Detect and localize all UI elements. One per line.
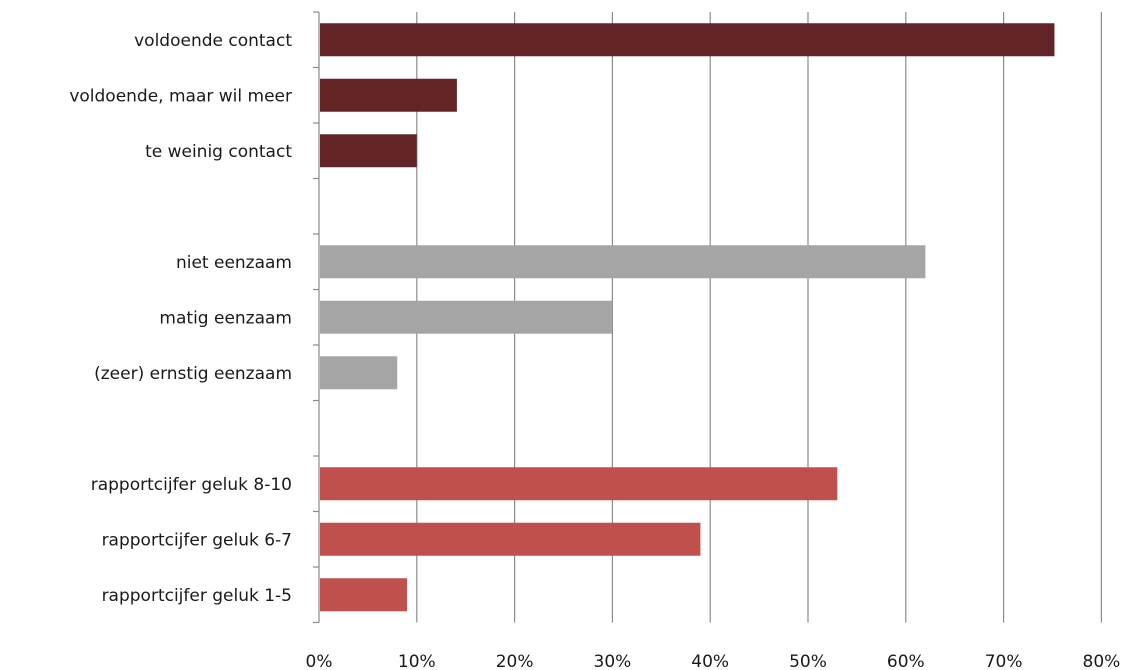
category-label: niet eenzaam bbox=[176, 253, 292, 273]
category-label: rapportcijfer geluk 1-5 bbox=[102, 586, 292, 606]
category-label: voldoende contact bbox=[134, 31, 292, 51]
bar bbox=[320, 300, 613, 334]
category-label: voldoende, maar wil meer bbox=[69, 86, 292, 106]
bar bbox=[320, 23, 1055, 57]
x-tick-label: 60% bbox=[887, 652, 925, 670]
bar bbox=[320, 78, 457, 112]
x-tick-label: 40% bbox=[691, 652, 729, 670]
bar bbox=[320, 578, 408, 612]
bar bbox=[320, 467, 838, 501]
category-label: rapportcijfer geluk 8-10 bbox=[91, 475, 292, 495]
x-tick-label: 20% bbox=[496, 652, 534, 670]
bar bbox=[320, 522, 701, 556]
tick-label-layer: 0% 10% 20% 30% 40% 50% 60% 70% 80% bbox=[306, 652, 1121, 670]
x-tick-label: 80% bbox=[1083, 652, 1121, 670]
bar bbox=[320, 245, 926, 279]
bar bbox=[320, 134, 417, 168]
grid-layer bbox=[313, 11, 1103, 624]
bar-layer bbox=[320, 23, 1055, 612]
category-label: rapportcijfer geluk 6-7 bbox=[102, 530, 292, 550]
category-label: (zeer) ernstig eenzaam bbox=[94, 364, 292, 384]
x-tick-label: 10% bbox=[398, 652, 436, 670]
bar bbox=[320, 356, 398, 390]
category-label: te weinig contact bbox=[145, 142, 292, 162]
category-label-layer: voldoende contact voldoende, maar wil mee… bbox=[69, 31, 292, 606]
x-tick-label: 70% bbox=[985, 652, 1023, 670]
x-tick-label: 50% bbox=[789, 652, 827, 670]
x-tick-label: 0% bbox=[306, 652, 333, 670]
category-label: matig eenzaam bbox=[159, 308, 292, 328]
x-tick-label: 30% bbox=[594, 652, 632, 670]
